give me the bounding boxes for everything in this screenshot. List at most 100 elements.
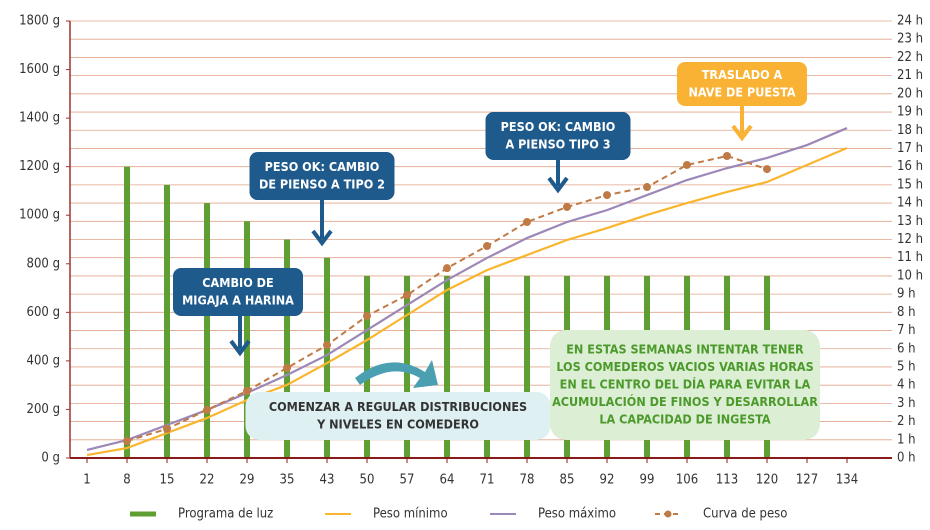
point: [683, 160, 691, 169]
arrow: [229, 316, 251, 357]
legend-label: Peso máximo: [538, 507, 616, 522]
legend-label: Curva de peso: [703, 507, 787, 522]
y2-tick-label: 0 h: [897, 451, 916, 466]
legend-label: Programa de luz: [178, 507, 273, 522]
x-tick-label: 85: [560, 473, 575, 488]
y2-tick-label: 17 h: [897, 141, 923, 156]
legend-dot: [664, 510, 672, 518]
bar: [364, 275, 370, 458]
point: [363, 311, 371, 320]
annotation-box: [485, 112, 631, 160]
x-tick-label: 64: [440, 473, 455, 488]
y2-tick-label: 10 h: [897, 268, 923, 283]
y2-tick-label: 24 h: [897, 14, 923, 29]
x-tick-label: 57: [400, 473, 415, 488]
y2-tick-label: 16 h: [897, 159, 923, 174]
point: [483, 242, 491, 251]
annotation-box: [245, 392, 551, 440]
x-tick-label: 1: [83, 473, 90, 488]
arrow: [731, 106, 753, 142]
annotation-text: EN ESTAS SEMANAS INTENTAR TENER: [566, 342, 804, 357]
x-tick-label: 15: [160, 473, 175, 488]
x-tick-label: 113: [716, 473, 738, 488]
bar: [524, 275, 530, 458]
y2-tick-label: 9 h: [897, 287, 916, 302]
bar: [284, 239, 290, 458]
y2-tick-label: 7 h: [897, 323, 916, 338]
y-tick-label: 1600 g: [19, 62, 60, 77]
point: [643, 183, 651, 192]
y2-tick-label: 22 h: [897, 50, 923, 65]
point: [403, 291, 411, 300]
point: [763, 165, 771, 174]
legend-label: Peso mínimo: [373, 507, 448, 522]
y-tick-label: 1000 g: [19, 208, 60, 223]
bar: [204, 203, 210, 458]
y2-tick-label: 1 h: [897, 432, 916, 447]
y2-tick-label: 8 h: [897, 305, 916, 320]
annotation-box: [173, 268, 303, 316]
y-tick-label: 600 g: [27, 305, 60, 320]
y2-tick-label: 6 h: [897, 341, 916, 356]
x-tick-label: 127: [796, 473, 818, 488]
annotation-text: PESO OK: CAMBIO: [501, 119, 616, 134]
point: [283, 363, 291, 372]
y2-tick-label: 12 h: [897, 232, 923, 247]
point: [523, 218, 531, 227]
point: [603, 191, 611, 200]
y2-tick-label: 19 h: [897, 105, 923, 120]
x-tick-label: 50: [360, 473, 375, 488]
point: [203, 405, 211, 414]
y-tick-label: 1800 g: [19, 14, 60, 29]
point: [243, 386, 251, 395]
bar: [164, 184, 170, 458]
x-tick-label: 35: [280, 473, 295, 488]
line: [86, 146, 848, 457]
y2-tick-label: 2 h: [897, 414, 916, 429]
y2-tick-label: 23 h: [897, 32, 923, 47]
annotation-text: MIGAJA A HARINA: [182, 292, 294, 307]
annotation-box: [249, 152, 395, 200]
annotation-text: Y NIVELES EN COMEDERO: [316, 416, 479, 431]
x-tick-label: 43: [320, 473, 335, 488]
point: [123, 437, 131, 446]
annotation-text: ACUMULACIÓN DE FINOS Y DESARROLLAR: [552, 394, 818, 409]
y2-tick-label: 18 h: [897, 123, 923, 138]
point: [323, 341, 331, 350]
y2-tick-label: 11 h: [897, 250, 923, 265]
arrow: [547, 160, 569, 194]
annotation-text: TRASLADO A: [702, 67, 783, 82]
y-tick-label: 1400 g: [19, 111, 60, 126]
y2-tick-label: 15 h: [897, 177, 923, 192]
annotation-text: EN EL CENTRO DEL DÍA PARA EVITAR LA: [560, 377, 811, 392]
x-tick-label: 22: [200, 473, 215, 488]
annotation-box: [550, 330, 820, 440]
x-tick-label: 106: [676, 473, 698, 488]
curved-arrow: [355, 360, 438, 388]
y2-tick-label: 20 h: [897, 86, 923, 101]
annotation-text: LOS COMEDEROS VACIOS VARIAS HORAS: [556, 359, 813, 374]
annotation-text: COMENZAR A REGULAR DISTRIBUCIONES: [269, 399, 527, 414]
arrow: [311, 200, 333, 247]
annotation-text: LA CAPACIDAD DE INGESTA: [599, 412, 771, 427]
annotation-text: DE PIENSO A TIPO 2: [259, 176, 385, 191]
x-tick-label: 8: [123, 473, 130, 488]
y-tick-label: 1200 g: [19, 159, 60, 174]
point: [563, 202, 571, 211]
x-tick-label: 120: [756, 473, 778, 488]
annotation-box: [677, 62, 807, 106]
bar: [324, 257, 330, 458]
y2-tick-label: 14 h: [897, 196, 923, 211]
annotations: CAMBIO DE MIGAJA A HARINA PESO OK: CAMBIO D…: [173, 62, 820, 440]
x-tick-label: 134: [836, 473, 858, 488]
y-tick-label: 400 g: [27, 353, 60, 368]
y2-tick-label: 21 h: [897, 68, 923, 83]
point: [443, 264, 451, 273]
bar: [444, 275, 450, 458]
annotation-text: PESO OK: CAMBIO: [265, 159, 380, 174]
y2-tick-label: 4 h: [897, 378, 916, 393]
y2-tick-label: 13 h: [897, 214, 923, 229]
y2-tick-label: 3 h: [897, 396, 916, 411]
x-tick-label: 71: [480, 473, 495, 488]
